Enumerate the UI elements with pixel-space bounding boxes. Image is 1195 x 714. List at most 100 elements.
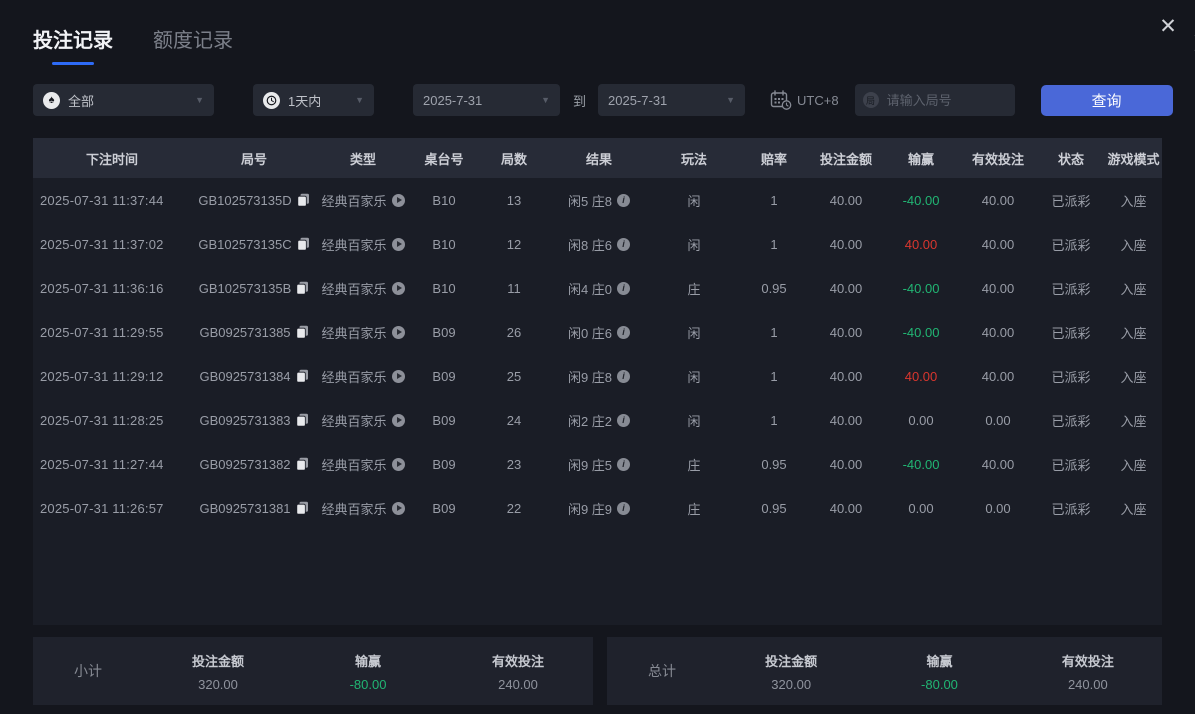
- table-number: B09: [432, 412, 456, 428]
- copy-icon[interactable]: [295, 457, 309, 471]
- info-icon[interactable]: i: [617, 457, 631, 471]
- win-loss: -40.00: [902, 192, 940, 208]
- replay-icon[interactable]: [391, 193, 405, 207]
- play-type: 庄: [687, 281, 701, 297]
- round-number: 11: [507, 280, 521, 296]
- result-cell: 闲4 庄0 i: [549, 279, 649, 298]
- odds: 0.95: [761, 456, 787, 472]
- tab-bet-records[interactable]: 投注记录: [33, 24, 113, 65]
- status: 已派彩: [1051, 237, 1091, 253]
- bet-amount: 40.00: [829, 192, 863, 208]
- replay-icon[interactable]: [391, 413, 405, 427]
- play-type: 闲: [687, 369, 701, 385]
- info-icon[interactable]: i: [617, 501, 631, 515]
- info-icon[interactable]: i: [617, 237, 631, 251]
- round-number-field[interactable]: 局: [854, 84, 1015, 116]
- result: 闲9 庄8: [567, 369, 613, 385]
- table-row: 2025-07-31 11:26:57 GB0925731381 经典百家乐 B…: [33, 486, 1162, 530]
- game-type-cell: 经典百家乐: [317, 367, 409, 386]
- table-number: B09: [432, 324, 456, 340]
- close-icon[interactable]: ✕: [1159, 15, 1177, 38]
- status: 已派彩: [1051, 193, 1091, 209]
- total-winloss: 输赢 -80.00: [865, 651, 1013, 692]
- subtotal-bet: 投注金额 320.00: [143, 651, 293, 692]
- result-cell: 闲8 庄6 i: [549, 235, 649, 254]
- round-id-cell: GB0925731385: [191, 325, 317, 340]
- tab-quota-records[interactable]: 额度记录: [153, 30, 233, 52]
- info-icon[interactable]: i: [617, 325, 631, 339]
- game-mode: 入座: [1120, 193, 1147, 209]
- replay-icon[interactable]: [391, 369, 405, 383]
- bet-time: 2025-07-31 11:28:25: [40, 412, 164, 428]
- copy-icon[interactable]: [296, 281, 309, 295]
- date-to-picker[interactable]: 2025-7-31 ▼: [598, 84, 746, 116]
- game-type-cell: 经典百家乐: [317, 499, 409, 518]
- bet-time: 2025-07-31 11:27:44: [40, 456, 164, 472]
- win-loss: -40.00: [902, 280, 940, 296]
- bet-amount: 40.00: [829, 500, 863, 516]
- round-number: 26: [506, 324, 522, 340]
- column-header-bet: 投注金额: [819, 151, 872, 167]
- info-icon[interactable]: i: [617, 281, 631, 295]
- date-range-select[interactable]: 1天内 ▼: [253, 84, 374, 116]
- table-row: 2025-07-31 11:37:44 GB102573135D 经典百家乐 B…: [33, 178, 1162, 222]
- play-type: 闲: [687, 413, 701, 429]
- valid-bet: 40.00: [981, 192, 1015, 208]
- timezone-label: UTC+8: [797, 92, 839, 108]
- replay-icon[interactable]: [391, 281, 405, 295]
- subtotal-valid: 有效投注 240.00: [443, 651, 593, 692]
- column-header-valid: 有效投注: [971, 151, 1024, 167]
- game-mode: 入座: [1120, 325, 1147, 341]
- info-icon[interactable]: i: [617, 193, 631, 207]
- bet-amount: 40.00: [829, 368, 863, 384]
- round-id: GB0925731383: [199, 412, 291, 428]
- to-label: 到: [573, 93, 587, 109]
- copy-icon[interactable]: [297, 237, 310, 251]
- bet-amount: 40.00: [829, 412, 863, 428]
- replay-icon[interactable]: [391, 325, 405, 339]
- valid-bet: 0.00: [985, 412, 1011, 428]
- timezone-display: UTC+8: [770, 90, 839, 110]
- game-type-cell: 经典百家乐: [317, 455, 409, 474]
- result: 闲5 庄8: [567, 193, 613, 209]
- replay-icon[interactable]: [391, 457, 405, 471]
- valid-bet: 40.00: [981, 236, 1015, 252]
- copy-icon[interactable]: [297, 193, 310, 207]
- column-header-mode: 游戏模式: [1107, 151, 1160, 167]
- game-type: 经典百家乐: [321, 413, 387, 429]
- search-button[interactable]: 查询: [1040, 84, 1173, 116]
- win-loss: -40.00: [902, 324, 940, 340]
- bet-time: 2025-07-31 11:37:02: [40, 236, 164, 252]
- table-number: B10: [432, 192, 456, 208]
- result-cell: 闲9 庄5 i: [549, 455, 649, 474]
- table-row: 2025-07-31 11:29:12 GB0925731384 经典百家乐 B…: [33, 354, 1162, 398]
- game-type-cell: 经典百家乐: [317, 191, 409, 210]
- copy-icon[interactable]: [295, 413, 309, 427]
- result: 闲4 庄0: [567, 281, 613, 297]
- subtotal-winloss-label: 输赢: [354, 653, 381, 669]
- copy-icon[interactable]: [295, 369, 309, 383]
- date-range-value: 1天内: [288, 93, 322, 109]
- record-tabs: 投注记录 额度记录: [33, 24, 233, 65]
- game-type-cell: 经典百家乐: [317, 411, 409, 430]
- replay-icon[interactable]: [391, 501, 405, 515]
- replay-icon[interactable]: [391, 237, 405, 251]
- odds: 1: [770, 412, 778, 428]
- status: 已派彩: [1051, 369, 1091, 385]
- game-type-select[interactable]: ♠ 全部 ▼: [33, 84, 214, 116]
- round-number-input[interactable]: [884, 91, 1007, 109]
- date-from-picker[interactable]: 2025-7-31 ▼: [413, 84, 560, 116]
- round-number: 25: [506, 368, 522, 384]
- play-type: 闲: [687, 193, 701, 209]
- result-cell: 闲2 庄2 i: [549, 411, 649, 430]
- copy-icon[interactable]: [295, 501, 309, 515]
- round-id-cell: GB0925731381: [191, 501, 317, 516]
- table-row: 2025-07-31 11:28:25 GB0925731383 经典百家乐 B…: [33, 398, 1162, 442]
- copy-icon[interactable]: [295, 325, 309, 339]
- table-number: B10: [432, 236, 456, 252]
- info-icon[interactable]: i: [617, 369, 631, 383]
- info-icon[interactable]: i: [617, 413, 631, 427]
- result: 闲9 庄9: [567, 501, 613, 517]
- result-cell: 闲0 庄6 i: [549, 323, 649, 342]
- odds: 0.95: [761, 280, 787, 296]
